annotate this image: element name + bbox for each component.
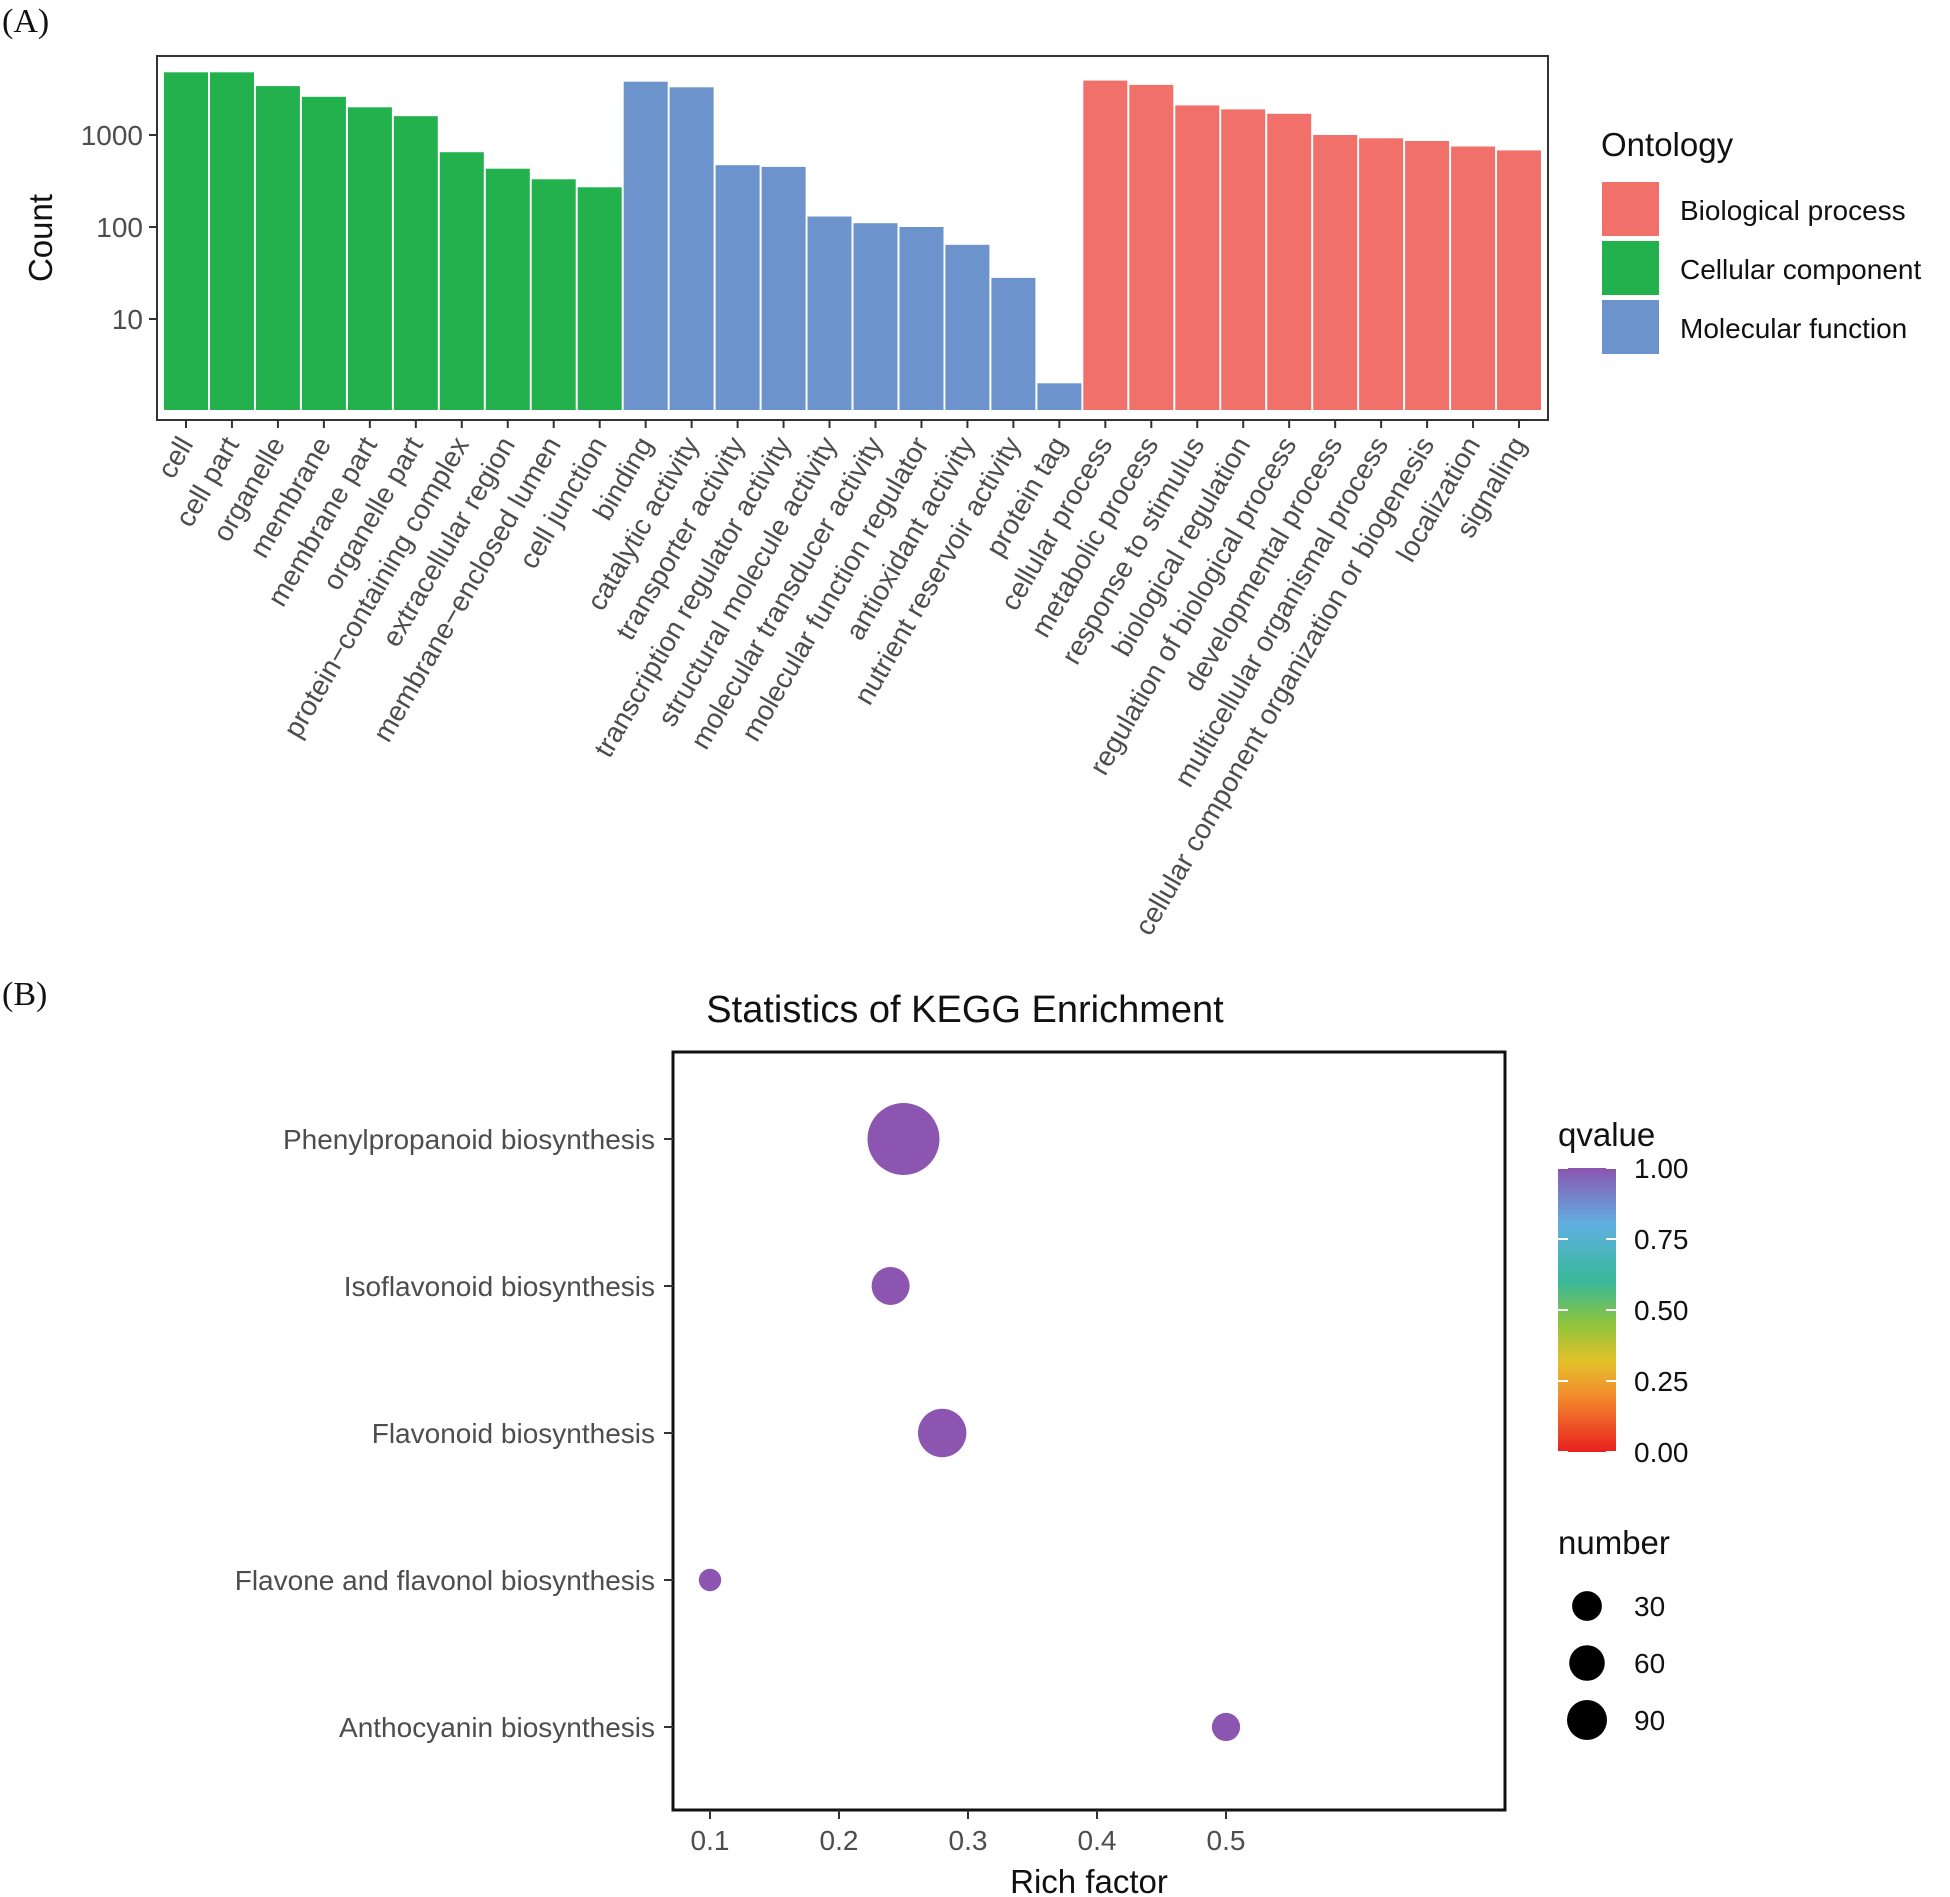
ontology-legend: Ontology Biological process Cellular com… <box>1601 126 1921 354</box>
pathway-label-anthocyanin-biosynthesis: Anthocyanin biosynthesis <box>339 1712 655 1743</box>
bar-molecular-function-regulator <box>899 227 944 410</box>
bar-molecular-transducer-activity <box>853 223 898 410</box>
bubble-flavonoid-biosynthesis <box>918 1408 967 1458</box>
pathway-label-phenylpropanoid-biosynthesis: Phenylpropanoid biosynthesis <box>283 1124 655 1155</box>
bar-response-to-stimulus <box>1175 105 1220 411</box>
bar-developmental-process <box>1313 135 1358 410</box>
y-axis: 10 100 1000 <box>81 120 157 335</box>
bar-binding <box>623 81 668 410</box>
bar-catalytic-activity <box>669 87 714 411</box>
bar-cell-part <box>210 72 254 411</box>
legend-swatch-biological-process <box>1602 182 1659 236</box>
legend-swatch-molecular-function <box>1602 300 1659 354</box>
bar-transporter-activity <box>715 165 760 410</box>
bar-organelle <box>255 86 300 410</box>
bar-cell-junction <box>577 187 622 410</box>
bar-organelle-part <box>393 116 438 410</box>
bar-series <box>164 72 1541 411</box>
x-axis-title: Rich factor <box>1010 1863 1168 1897</box>
bubble-anthocyanin-biosynthesis <box>1211 1712 1241 1742</box>
bar-nutrient-reservoir-activity <box>991 277 1036 410</box>
pathway-label-flavonoid-biosynthesis: Flavonoid biosynthesis <box>372 1418 655 1449</box>
bubble-isoflavonoid-biosynthesis <box>871 1267 910 1305</box>
number-legend-title: number <box>1558 1524 1670 1561</box>
bar-multicellular-organismal-process <box>1359 138 1404 411</box>
bar-signaling <box>1497 150 1541 410</box>
x-tick-label: 0.4 <box>1078 1825 1117 1856</box>
y-tick-label: 100 <box>96 212 143 243</box>
panel-a-label: (A) <box>2 3 49 40</box>
colorbar-label: 0.50 <box>1634 1295 1689 1326</box>
bar-membrane-enclosed-lumen <box>531 179 576 410</box>
legend-title: Ontology <box>1601 126 1734 163</box>
colorbar-label: 0.75 <box>1634 1224 1689 1255</box>
number-legend-dot <box>1572 1591 1602 1621</box>
y-axis-title: Count <box>22 194 59 282</box>
bar-protein-containing-complex <box>439 152 484 410</box>
bubble-phenylpropanoid-biosynthesis <box>867 1103 940 1175</box>
bar-transcription-regulator-activity <box>761 166 806 410</box>
legend-swatch-cellular-component <box>1602 241 1659 295</box>
panel-b-label: (B) <box>2 976 47 1013</box>
x-tick-label: 0.3 <box>949 1825 988 1856</box>
number-legend-dot <box>1567 1700 1607 1740</box>
x-tick-label: 0.1 <box>691 1825 730 1856</box>
number-legend: number 30 60 90 <box>1558 1524 1670 1740</box>
colorbar-label: 0.00 <box>1634 1437 1689 1468</box>
qvalue-legend: qvalue 1.00 0.75 0.50 0.25 0.00 <box>1558 1116 1689 1468</box>
bar-extracellular-region <box>485 168 530 410</box>
chart-title: Statistics of KEGG Enrichment <box>706 989 1224 1031</box>
pathway-label-isoflavonoid-biosynthesis: Isoflavonoid biosynthesis <box>344 1271 655 1302</box>
bubble-series <box>698 1103 1241 1742</box>
bar-membrane-part <box>347 107 392 411</box>
pathway-label-flavone-and-flavonol-biosynthesis: Flavone and flavonol biosynthesis <box>235 1565 655 1596</box>
bar-localization <box>1451 146 1496 410</box>
y-tick-label: 1000 <box>81 120 143 151</box>
colorbar-label: 0.25 <box>1634 1366 1689 1397</box>
bar-regulation-of-biological-process <box>1267 113 1312 411</box>
bar-cellular-process <box>1083 80 1128 410</box>
pathway-axis: Phenylpropanoid biosynthesis Isoflavonoid… <box>235 1124 673 1743</box>
number-legend-label: 60 <box>1634 1648 1665 1679</box>
bar-cell <box>164 72 208 411</box>
legend-label-cellular-component: Cellular component <box>1680 254 1921 285</box>
bubble-plot-frame <box>671 1050 1507 1812</box>
bar-antioxidant-activity <box>945 244 990 410</box>
x-tick-label: 0.2 <box>820 1825 859 1856</box>
number-legend-dot <box>1569 1645 1605 1681</box>
bar-structural-molecule-activity <box>807 216 852 410</box>
bar-membrane <box>301 96 346 411</box>
bar-metabolic-process <box>1129 84 1174 411</box>
rich-factor-axis: 0.1 0.2 0.3 0.4 0.5 <box>691 1810 1246 1856</box>
number-legend-label: 90 <box>1634 1705 1665 1736</box>
x-tick-label: 0.5 <box>1207 1825 1246 1856</box>
bar-cellular-component-organization-or-biogenesis <box>1405 141 1450 410</box>
legend-label-molecular-function: Molecular function <box>1680 313 1907 344</box>
legend-label-biological-process: Biological process <box>1680 195 1906 226</box>
qvalue-legend-title: qvalue <box>1558 1116 1655 1153</box>
y-tick-label: 10 <box>112 304 143 335</box>
number-legend-label: 30 <box>1634 1591 1665 1622</box>
kegg-bubble-chart: Statistics of KEGG Enrichment Phenylprop… <box>235 989 1689 1897</box>
bar-protein-tag <box>1037 383 1082 410</box>
bar-biological-regulation <box>1221 109 1266 411</box>
bubble-flavone-and-flavonol-biosynthesis <box>698 1568 722 1592</box>
colorbar-label: 1.00 <box>1634 1153 1689 1184</box>
